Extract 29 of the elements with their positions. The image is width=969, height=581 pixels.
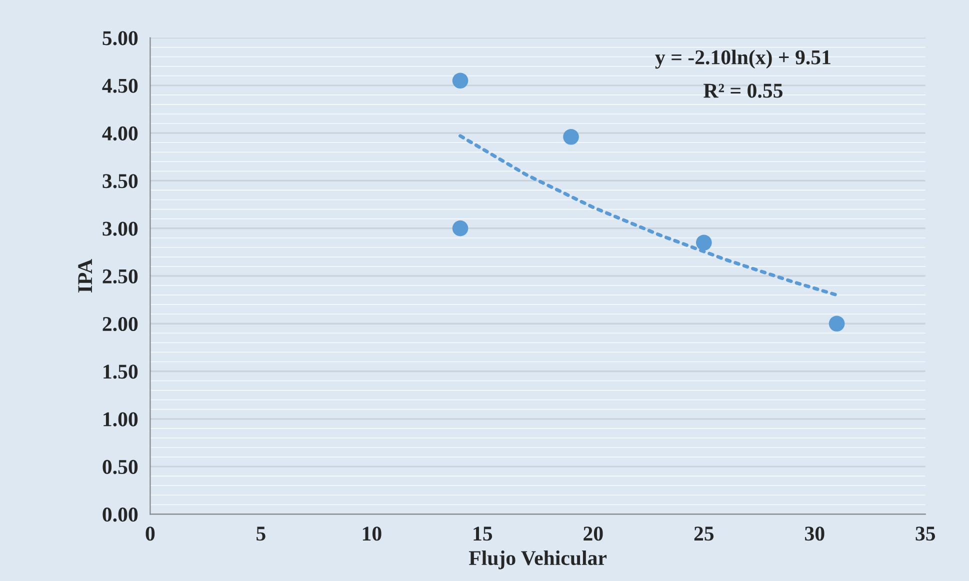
x-tick-label: 25 <box>694 526 714 541</box>
annotation: y = -2.10ln(x) + 9.51 <box>655 50 830 69</box>
y-tick-label: 4.50 <box>102 78 138 93</box>
y-tick-label: 2.00 <box>102 316 138 332</box>
y-tick-label: 1.50 <box>104 364 138 379</box>
y-tick-label: 3.00 <box>102 222 138 236</box>
y-axis-title: IPA <box>78 258 92 292</box>
point <box>452 72 468 89</box>
y-tick-label: 1.00 <box>104 412 138 426</box>
y-tick-label: 0.50 <box>102 460 138 474</box>
x-tick-label: 15 <box>474 526 492 541</box>
annotation: R² = 0.55 <box>704 84 782 98</box>
y-tick-label: 0.00 <box>102 508 138 522</box>
point <box>452 220 468 236</box>
x-tick-label: 10 <box>362 526 382 541</box>
line-series <box>458 134 839 297</box>
point <box>563 128 579 145</box>
y-tick-label: 2.50 <box>102 269 138 284</box>
x-tick-label: 0 <box>146 526 155 541</box>
y-tick-label: 3.50 <box>102 174 138 188</box>
point <box>696 234 712 251</box>
x-tick-label: 30 <box>805 526 824 541</box>
x-tick-label: 35 <box>916 526 936 541</box>
y-tick-label: 5.00 <box>102 31 138 46</box>
x-tick-label: 5 <box>256 526 266 541</box>
y-tick-label: 4.00 <box>102 126 138 141</box>
x-tick-label: 20 <box>584 526 603 541</box>
x-axis-title: Flujo Vehicular <box>468 550 607 570</box>
point <box>828 316 845 332</box>
